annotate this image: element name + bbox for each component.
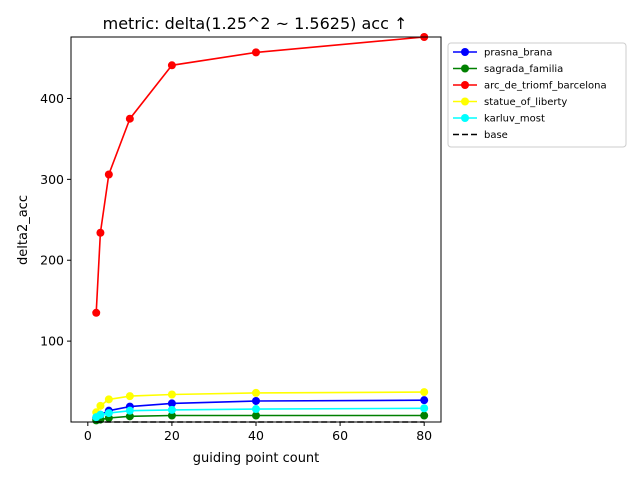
plot-area bbox=[92, 33, 429, 425]
data-point-arc_de_triomf_barcelona bbox=[167, 61, 176, 70]
legend-box bbox=[447, 42, 627, 148]
data-point-sagrada_familia bbox=[167, 411, 176, 420]
data-point-statue_of_liberty bbox=[125, 392, 134, 401]
x-axis: 0 20 40 60 80 bbox=[84, 422, 432, 443]
data-point-statue_of_liberty bbox=[104, 395, 113, 404]
data-point-arc_de_triomf_barcelona bbox=[92, 308, 101, 317]
data-point-karluv_most bbox=[420, 404, 429, 413]
legend-marker bbox=[461, 64, 469, 73]
legend-label: sagrada_familia bbox=[484, 64, 563, 75]
legend-marker bbox=[461, 48, 469, 56]
x-tick-label: 20 bbox=[164, 428, 180, 443]
data-point-karluv_most bbox=[104, 409, 113, 418]
legend: prasna_brana sagrada_familia arc_de_triomf… bbox=[447, 42, 627, 148]
y-tick-label: 100 bbox=[40, 334, 64, 349]
x-tick-label: 40 bbox=[248, 428, 264, 443]
legend-label: arc_de_triomf_barcelona bbox=[484, 81, 607, 92]
legend-marker bbox=[461, 97, 469, 106]
data-point-karluv_most bbox=[167, 405, 176, 414]
x-tick-label: 80 bbox=[416, 428, 432, 443]
legend-label: base bbox=[484, 130, 508, 141]
y-axis: 100 200 300 400 bbox=[40, 91, 71, 349]
data-point-sagrada_familia bbox=[125, 412, 134, 421]
data-point-arc_de_triomf_barcelona bbox=[125, 114, 134, 123]
data-point-sagrada_familia bbox=[420, 411, 429, 420]
data-point-karluv_most bbox=[125, 406, 134, 415]
data-point-arc_de_triomf_barcelona bbox=[104, 170, 113, 179]
data-point-sagrada_familia bbox=[252, 411, 260, 420]
legend-label: karluv_most bbox=[484, 114, 545, 125]
chart-title: metric: delta(1.25^2 ~ 1.5625) acc ↑ bbox=[103, 14, 408, 33]
y-tick-label: 300 bbox=[40, 172, 64, 187]
series-line-arc_de_triomf_barcelona bbox=[95, 36, 425, 313]
series-line-sagrada_familia bbox=[96, 414, 425, 422]
data-point-prasna_brana bbox=[252, 396, 260, 405]
data-point-arc_de_triomf_barcelona bbox=[252, 48, 260, 57]
data-point-statue_of_liberty bbox=[420, 388, 429, 397]
x-axis-label: guiding point count bbox=[193, 451, 320, 466]
legend-label: prasna_brana bbox=[484, 48, 552, 59]
y-axis-label: delta2_acc bbox=[16, 195, 31, 265]
data-point-prasna_brana bbox=[420, 396, 429, 405]
legend-marker bbox=[461, 114, 469, 122]
legend-marker bbox=[461, 81, 469, 89]
data-point-statue_of_liberty bbox=[252, 388, 260, 397]
legend-label: statue_of_liberty bbox=[484, 97, 567, 108]
axes-frame bbox=[70, 36, 442, 423]
data-point-statue_of_liberty bbox=[96, 401, 105, 410]
x-tick-label: 0 bbox=[84, 428, 92, 443]
data-point-statue_of_liberty bbox=[167, 390, 176, 399]
data-point-prasna_brana bbox=[167, 399, 176, 408]
y-tick-label: 200 bbox=[40, 253, 64, 268]
data-point-karluv_most bbox=[96, 410, 105, 419]
data-point-arc_de_triomf_barcelona bbox=[96, 228, 105, 237]
y-tick-label: 400 bbox=[40, 91, 64, 106]
x-tick-label: 60 bbox=[332, 428, 348, 443]
data-point-karluv_most bbox=[252, 405, 260, 414]
